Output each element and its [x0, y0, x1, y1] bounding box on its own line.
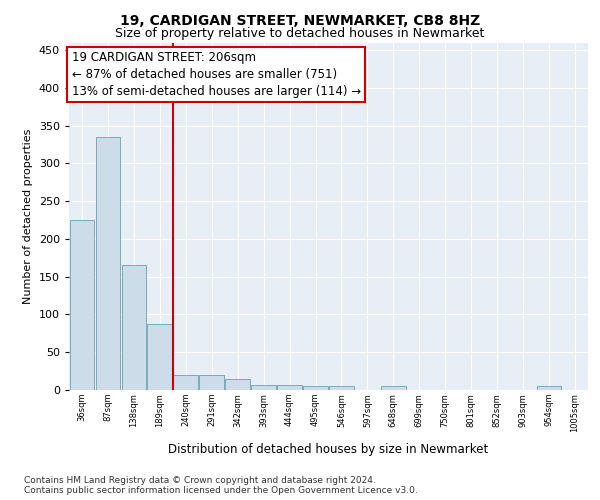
Text: Size of property relative to detached houses in Newmarket: Size of property relative to detached ho…: [115, 28, 485, 40]
Bar: [173, 375, 198, 390]
Text: Contains HM Land Registry data © Crown copyright and database right 2024.
Contai: Contains HM Land Registry data © Crown c…: [24, 476, 418, 495]
Bar: [303, 386, 328, 390]
Bar: [381, 386, 406, 390]
Bar: [199, 375, 224, 390]
Text: 19, CARDIGAN STREET, NEWMARKET, CB8 8HZ: 19, CARDIGAN STREET, NEWMARKET, CB8 8HZ: [120, 14, 480, 28]
Bar: [537, 386, 562, 390]
Bar: [226, 378, 250, 390]
Bar: [95, 137, 120, 390]
Text: 19 CARDIGAN STREET: 206sqm
← 87% of detached houses are smaller (751)
13% of sem: 19 CARDIGAN STREET: 206sqm ← 87% of deta…: [71, 51, 361, 98]
Y-axis label: Number of detached properties: Number of detached properties: [23, 128, 33, 304]
Bar: [329, 386, 354, 390]
Bar: [70, 220, 94, 390]
X-axis label: Distribution of detached houses by size in Newmarket: Distribution of detached houses by size …: [169, 443, 488, 456]
Bar: [251, 386, 276, 390]
Bar: [277, 386, 302, 390]
Bar: [122, 266, 146, 390]
Bar: [148, 324, 172, 390]
